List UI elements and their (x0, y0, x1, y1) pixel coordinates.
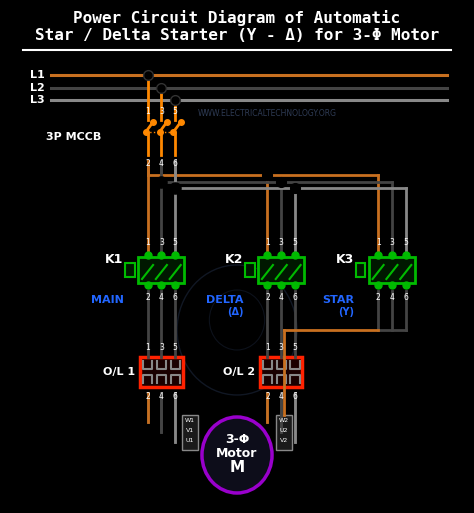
Text: L1: L1 (29, 70, 44, 80)
Text: 3: 3 (390, 238, 394, 247)
Bar (258, 257, 304, 283)
Text: U2: U2 (280, 428, 288, 433)
Text: 1: 1 (145, 343, 150, 352)
Text: 4: 4 (279, 392, 284, 401)
Text: (Δ): (Δ) (227, 307, 244, 317)
Text: 4: 4 (390, 293, 394, 302)
Text: 3-Φ: 3-Φ (225, 433, 249, 446)
Text: 3: 3 (159, 107, 164, 116)
Bar (276, 415, 292, 450)
Text: 5: 5 (292, 238, 298, 247)
Text: 3: 3 (279, 343, 284, 352)
Text: 4: 4 (159, 293, 164, 302)
Text: (Y): (Y) (338, 307, 354, 317)
Text: MAIN: MAIN (91, 295, 124, 305)
Text: WWW.ELECTRICALTECHNOLOGY.ORG: WWW.ELECTRICALTECHNOLOGY.ORG (198, 109, 337, 117)
Text: 2: 2 (265, 392, 270, 401)
Text: 5: 5 (173, 238, 178, 247)
Text: Power Circuit Diagram of Automatic: Power Circuit Diagram of Automatic (73, 10, 401, 26)
Text: 3: 3 (159, 343, 164, 352)
Text: 1: 1 (145, 107, 150, 116)
Text: 5: 5 (292, 343, 298, 352)
Text: Motor: Motor (216, 447, 258, 460)
Text: 6: 6 (292, 293, 298, 302)
Text: 4: 4 (279, 293, 284, 302)
Text: 6: 6 (403, 293, 408, 302)
Text: 2: 2 (265, 293, 270, 302)
Bar (369, 257, 415, 283)
Text: O/L 1: O/L 1 (103, 367, 136, 377)
Text: L2: L2 (29, 83, 44, 93)
Text: Star / Delta Starter (Y - Δ) for 3-Φ Motor: Star / Delta Starter (Y - Δ) for 3-Φ Mot… (35, 29, 439, 44)
Bar (138, 257, 184, 283)
Text: V2: V2 (280, 438, 288, 443)
Text: 3: 3 (279, 238, 284, 247)
Text: U1: U1 (186, 438, 194, 443)
Circle shape (202, 417, 272, 493)
Text: 1: 1 (265, 343, 270, 352)
Text: 5: 5 (173, 343, 178, 352)
Text: 4: 4 (159, 392, 164, 401)
Text: 5: 5 (403, 238, 408, 247)
Text: STAR: STAR (322, 295, 354, 305)
Bar (246, 263, 255, 277)
Text: W2: W2 (279, 418, 289, 423)
Text: 3: 3 (159, 238, 164, 247)
Text: 4: 4 (159, 159, 164, 168)
Text: K2: K2 (225, 253, 244, 266)
Bar (126, 263, 135, 277)
Text: 1: 1 (145, 238, 150, 247)
Text: 2: 2 (376, 293, 381, 302)
Bar (140, 357, 182, 387)
Bar (356, 263, 365, 277)
Text: 2: 2 (145, 293, 150, 302)
Text: 5: 5 (173, 107, 178, 116)
Text: O/L 2: O/L 2 (223, 367, 255, 377)
Text: L3: L3 (29, 95, 44, 105)
Text: 6: 6 (292, 392, 298, 401)
Text: 1: 1 (265, 238, 270, 247)
Text: 6: 6 (173, 392, 178, 401)
Text: 6: 6 (173, 293, 178, 302)
Text: 3P MCCB: 3P MCCB (46, 132, 101, 142)
Text: K1: K1 (105, 253, 124, 266)
Text: 1: 1 (376, 238, 381, 247)
Bar (182, 415, 198, 450)
Text: 2: 2 (145, 159, 150, 168)
Text: 6: 6 (173, 159, 178, 168)
Text: K3: K3 (336, 253, 354, 266)
Text: V1: V1 (186, 428, 194, 433)
Text: M: M (229, 460, 245, 475)
Text: DELTA: DELTA (206, 295, 244, 305)
Text: W1: W1 (185, 418, 195, 423)
Text: 2: 2 (145, 392, 150, 401)
Bar (260, 357, 302, 387)
